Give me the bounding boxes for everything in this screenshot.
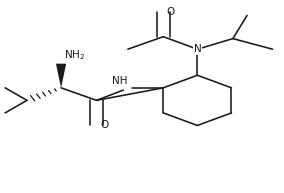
Polygon shape [56, 64, 66, 88]
Text: O: O [100, 120, 108, 130]
Text: O: O [167, 7, 175, 17]
Text: NH$_2$: NH$_2$ [64, 48, 85, 62]
Text: NH: NH [112, 76, 128, 86]
Text: N: N [193, 44, 201, 54]
